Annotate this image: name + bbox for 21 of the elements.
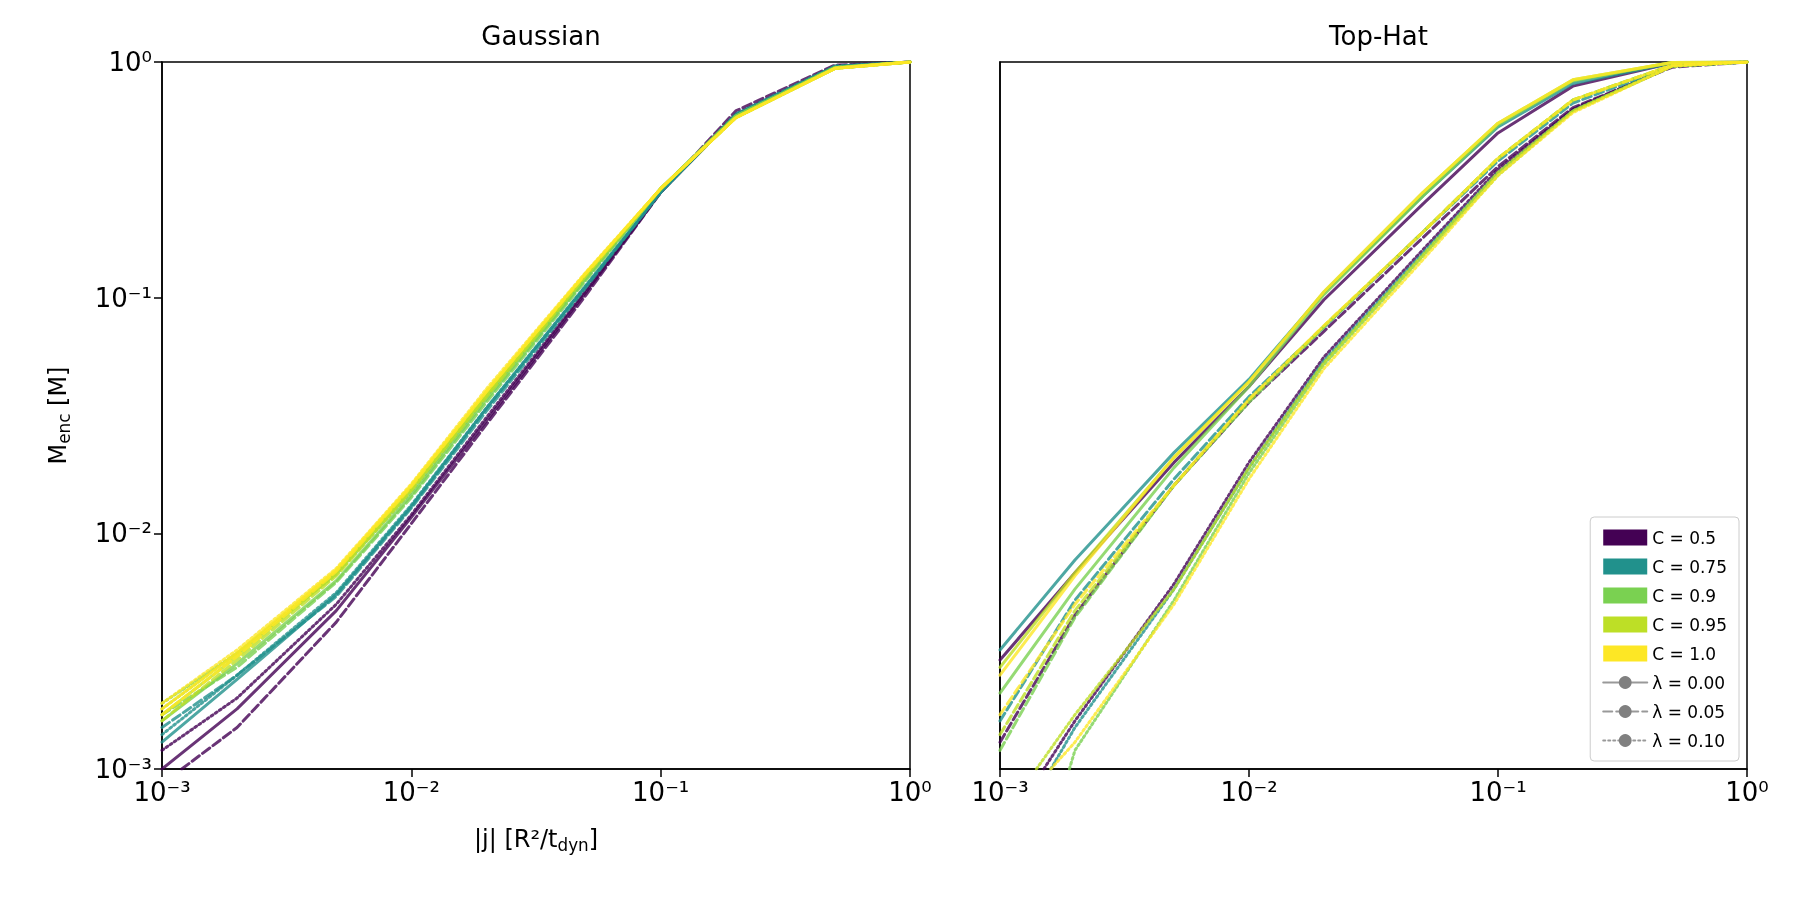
legend-label: C = 0.75: [1652, 556, 1728, 577]
x-tick-label: 10⁻²: [1220, 777, 1278, 807]
x-tick-label: 10⁻³: [971, 777, 1029, 807]
x-tick-label: 10⁰: [1725, 777, 1769, 807]
x-tick-label: 10⁻¹: [1469, 777, 1527, 807]
legend-label: λ = 0.05: [1652, 701, 1726, 722]
legend-label: C = 0.5: [1652, 527, 1717, 548]
legend-label: C = 0.9: [1652, 585, 1717, 606]
legend-label: λ = 0.00: [1652, 672, 1726, 693]
y-axis-title: Menc [M]: [43, 366, 74, 465]
legend-label: C = 0.95: [1652, 614, 1728, 635]
y-tick-label: 10⁻²: [94, 518, 152, 549]
x-tick-label: 10⁻²: [382, 777, 440, 807]
y-tick-label: 10⁰: [108, 47, 152, 77]
legend-label: λ = 0.10: [1652, 730, 1726, 751]
chart-title: Gaussian: [481, 21, 601, 51]
x-tick-label: 10⁻¹: [632, 777, 690, 807]
legend-label: C = 1.0: [1652, 643, 1717, 664]
y-tick-label: 10⁻¹: [94, 282, 152, 313]
x-tick-label: 10⁰: [888, 777, 932, 807]
chart-title: Top-Hat: [1328, 21, 1428, 51]
